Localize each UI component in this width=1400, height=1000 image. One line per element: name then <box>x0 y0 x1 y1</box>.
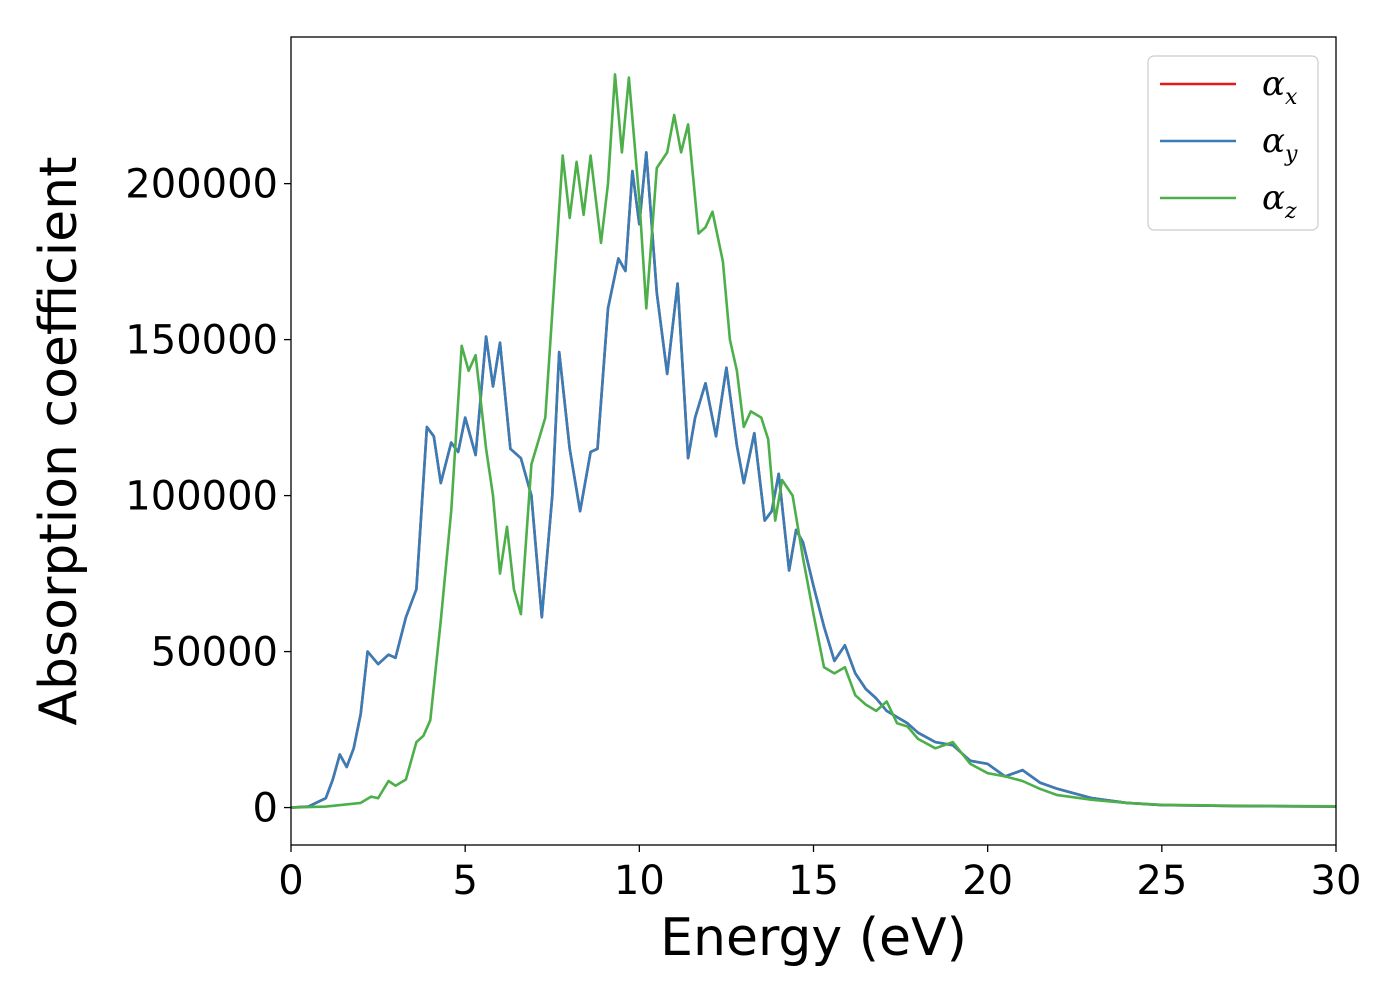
x-tick-label: 5 <box>452 858 477 904</box>
x-tick-label: 0 <box>278 858 303 904</box>
legend-symbol: α <box>1262 64 1285 104</box>
legend-subscript: z <box>1284 199 1297 224</box>
legend-label: αz <box>1262 178 1297 224</box>
legend-symbol: α <box>1262 178 1285 218</box>
y-tick-label: 0 <box>253 786 278 832</box>
plot-area <box>290 73 1337 809</box>
x-axis: 0 5 10 15 20 25 30 <box>278 845 1361 904</box>
legend-label: αx <box>1262 64 1298 110</box>
y-tick-label: 50000 <box>151 630 278 676</box>
x-tick-label: 30 <box>1311 858 1362 904</box>
legend-subscript: x <box>1285 85 1298 110</box>
y-axis-title: Absorption coefficient <box>29 156 89 725</box>
legend-symbol: α <box>1262 121 1285 161</box>
series-line-3 <box>290 73 1337 809</box>
x-axis-title: Energy (eV) <box>660 908 967 968</box>
y-tick-label: 100000 <box>125 474 278 520</box>
y-tick-label: 150000 <box>125 318 278 364</box>
y-tick-label: 200000 <box>125 162 278 208</box>
series-line-1 <box>290 151 1337 809</box>
legend-box <box>1147 55 1319 231</box>
legend-subscript: y <box>1284 142 1298 167</box>
x-tick-label: 15 <box>788 858 839 904</box>
x-tick-label: 20 <box>962 858 1013 904</box>
x-tick-label: 10 <box>614 858 665 904</box>
x-tick-label: 25 <box>1136 858 1187 904</box>
series-line-2 <box>290 151 1337 809</box>
y-axis: 0 50000 100000 150000 200000 <box>125 162 291 832</box>
legend-label: αy <box>1262 121 1298 167</box>
